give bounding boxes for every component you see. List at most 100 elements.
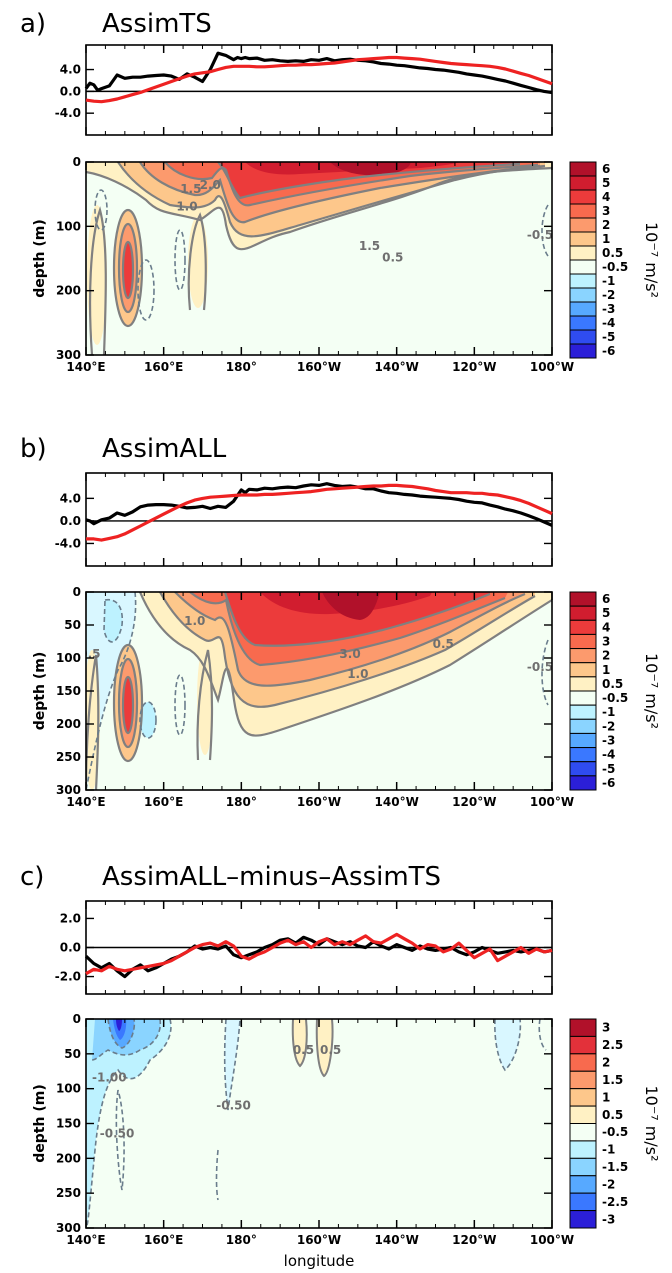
y-tick-label: 150 (56, 684, 81, 698)
colorbar-label: 0.5 (602, 246, 623, 260)
neg-contour-core (139, 701, 157, 739)
colorbar-label: 2 (602, 649, 610, 663)
x-tick-label: 120°W (452, 795, 496, 809)
y-tick-label: 200 (56, 717, 81, 731)
contour-label: 0.5 (433, 637, 454, 651)
neg-contour-east (541, 204, 549, 257)
contour-labels: 1.0 0.5 3.0 1.0 0.5 -0.50 (86, 614, 562, 681)
colorbar-swatch (569, 633, 597, 650)
y-tick-label: 100 (56, 219, 81, 233)
contour-label: 1.0 (347, 667, 368, 681)
contour-label: -0.50 (527, 660, 562, 674)
colorbar-label: -6 (602, 776, 615, 790)
subsurface-core-inner (123, 677, 133, 733)
negative-contours (94, 189, 549, 321)
colorbar-swatch (569, 1105, 597, 1125)
colorbar-swatch (569, 1123, 597, 1142)
colorbar-label: -4 (602, 748, 615, 762)
negative-patch-east (494, 1019, 521, 1070)
y-tick-label: -4.0 (55, 536, 81, 550)
colorbar-swatch (569, 591, 597, 607)
colorbar-swatch (569, 273, 597, 289)
x-tick-label: 140°E (66, 360, 105, 374)
colorbar-swatch (569, 343, 597, 359)
contour-band-6 (322, 592, 380, 620)
colorbar-swatch (569, 605, 597, 621)
x-tick-label: 180° (226, 1233, 257, 1247)
colorbar-label: 3 (602, 204, 610, 218)
colorbar-swatch (569, 231, 597, 247)
panel-b-contour-plot: 1.0 0.5 3.0 1.0 0.5 -0.50 (86, 592, 562, 790)
colorbar-label: -0.5 (602, 691, 628, 705)
neg-contour-west (94, 189, 108, 231)
neg-contour-east (494, 1019, 522, 1072)
contour-line-1 (159, 592, 536, 708)
colorbar-swatch (569, 662, 597, 678)
core-contour-inner (121, 675, 135, 735)
contour-lines (86, 592, 552, 790)
contour-line-0-5 (86, 166, 552, 251)
colorbar-label: -2 (602, 288, 615, 302)
colorbar-swatch (569, 245, 597, 261)
x-tick-label: 120°W (452, 1233, 496, 1247)
contour-line-2 (139, 162, 541, 224)
neg-contour-dateline (223, 1019, 241, 1111)
subsurface-core-inner (123, 242, 133, 298)
panel-c-line-plot: 2.0 0.0 -2.0 (55, 900, 553, 995)
contour-label: 0.5 (320, 1043, 341, 1057)
negative-band-0-5 (86, 1019, 171, 1228)
colorbar-swatch (569, 287, 597, 303)
western-plume-contour (88, 206, 107, 355)
contour-label: 1.5 (359, 239, 380, 253)
colorbar-swatch (569, 1088, 597, 1107)
contour-label: 0.5 (382, 251, 403, 265)
x-tick-label: 160°W (297, 795, 341, 809)
cool-patch-1 (104, 599, 123, 642)
y-tick-label: 100 (56, 1082, 81, 1096)
colorbar-swatch (569, 1053, 597, 1072)
colorbar-swatch (569, 1192, 597, 1212)
colorbar-swatch (569, 329, 597, 345)
panel-b-label: b) (20, 434, 47, 464)
series-line-black (85, 482, 553, 527)
y-tick-label: 50 (64, 1047, 81, 1061)
x-tick-label: 120°W (452, 360, 496, 374)
colorbar-swatch (569, 718, 597, 734)
neg-contour-1 (91, 1019, 162, 1061)
contour-label: -1.00 (92, 1071, 127, 1085)
x-tick-label: 160°W (297, 1233, 341, 1247)
colorbar-swatch (569, 1210, 597, 1229)
x-tick-label: 140°W (375, 795, 419, 809)
y-tick-label: 250 (56, 1186, 81, 1200)
y-tick-label: 0.0 (60, 84, 81, 98)
colorbar-swatch (569, 690, 597, 706)
colorbar-swatch (569, 1018, 597, 1037)
colorbar-label: -1 (602, 1143, 615, 1157)
colorbar-label: 2 (602, 218, 610, 232)
colorbar-swatch (569, 732, 597, 749)
colorbar-swatch (569, 259, 597, 275)
colorbar-swatch (569, 161, 597, 177)
colorbar-unit-label: 10⁻⁷ m/s² (642, 653, 661, 729)
colorbar-label: 0.5 (602, 1108, 623, 1122)
cool-patch-2 (140, 702, 156, 738)
contour-band-6 (330, 162, 411, 176)
panel-a-title: AssimTS (102, 9, 212, 39)
colorbar-swatch (569, 747, 597, 763)
neg-contour-0-5 (86, 1019, 172, 1228)
central-plume (197, 645, 213, 755)
colorbar-label: 0.5 (602, 677, 623, 691)
y-tick-label: 0.0 (60, 514, 81, 528)
colorbar-swatch (569, 175, 597, 191)
series-line-red (85, 55, 553, 104)
contour-line-4 (217, 162, 521, 200)
colorbar-label: -0.5 (602, 260, 628, 274)
panel-a-label: a) (20, 9, 46, 39)
colorbar-label: -2 (602, 1177, 615, 1191)
y-tick-label: 150 (56, 1117, 81, 1131)
y-tick-label: 0 (73, 1012, 81, 1026)
central-plume-contour (187, 212, 207, 311)
colorbar-label: -0.5 (602, 1125, 628, 1139)
y-tick-label: 300 (56, 348, 81, 362)
